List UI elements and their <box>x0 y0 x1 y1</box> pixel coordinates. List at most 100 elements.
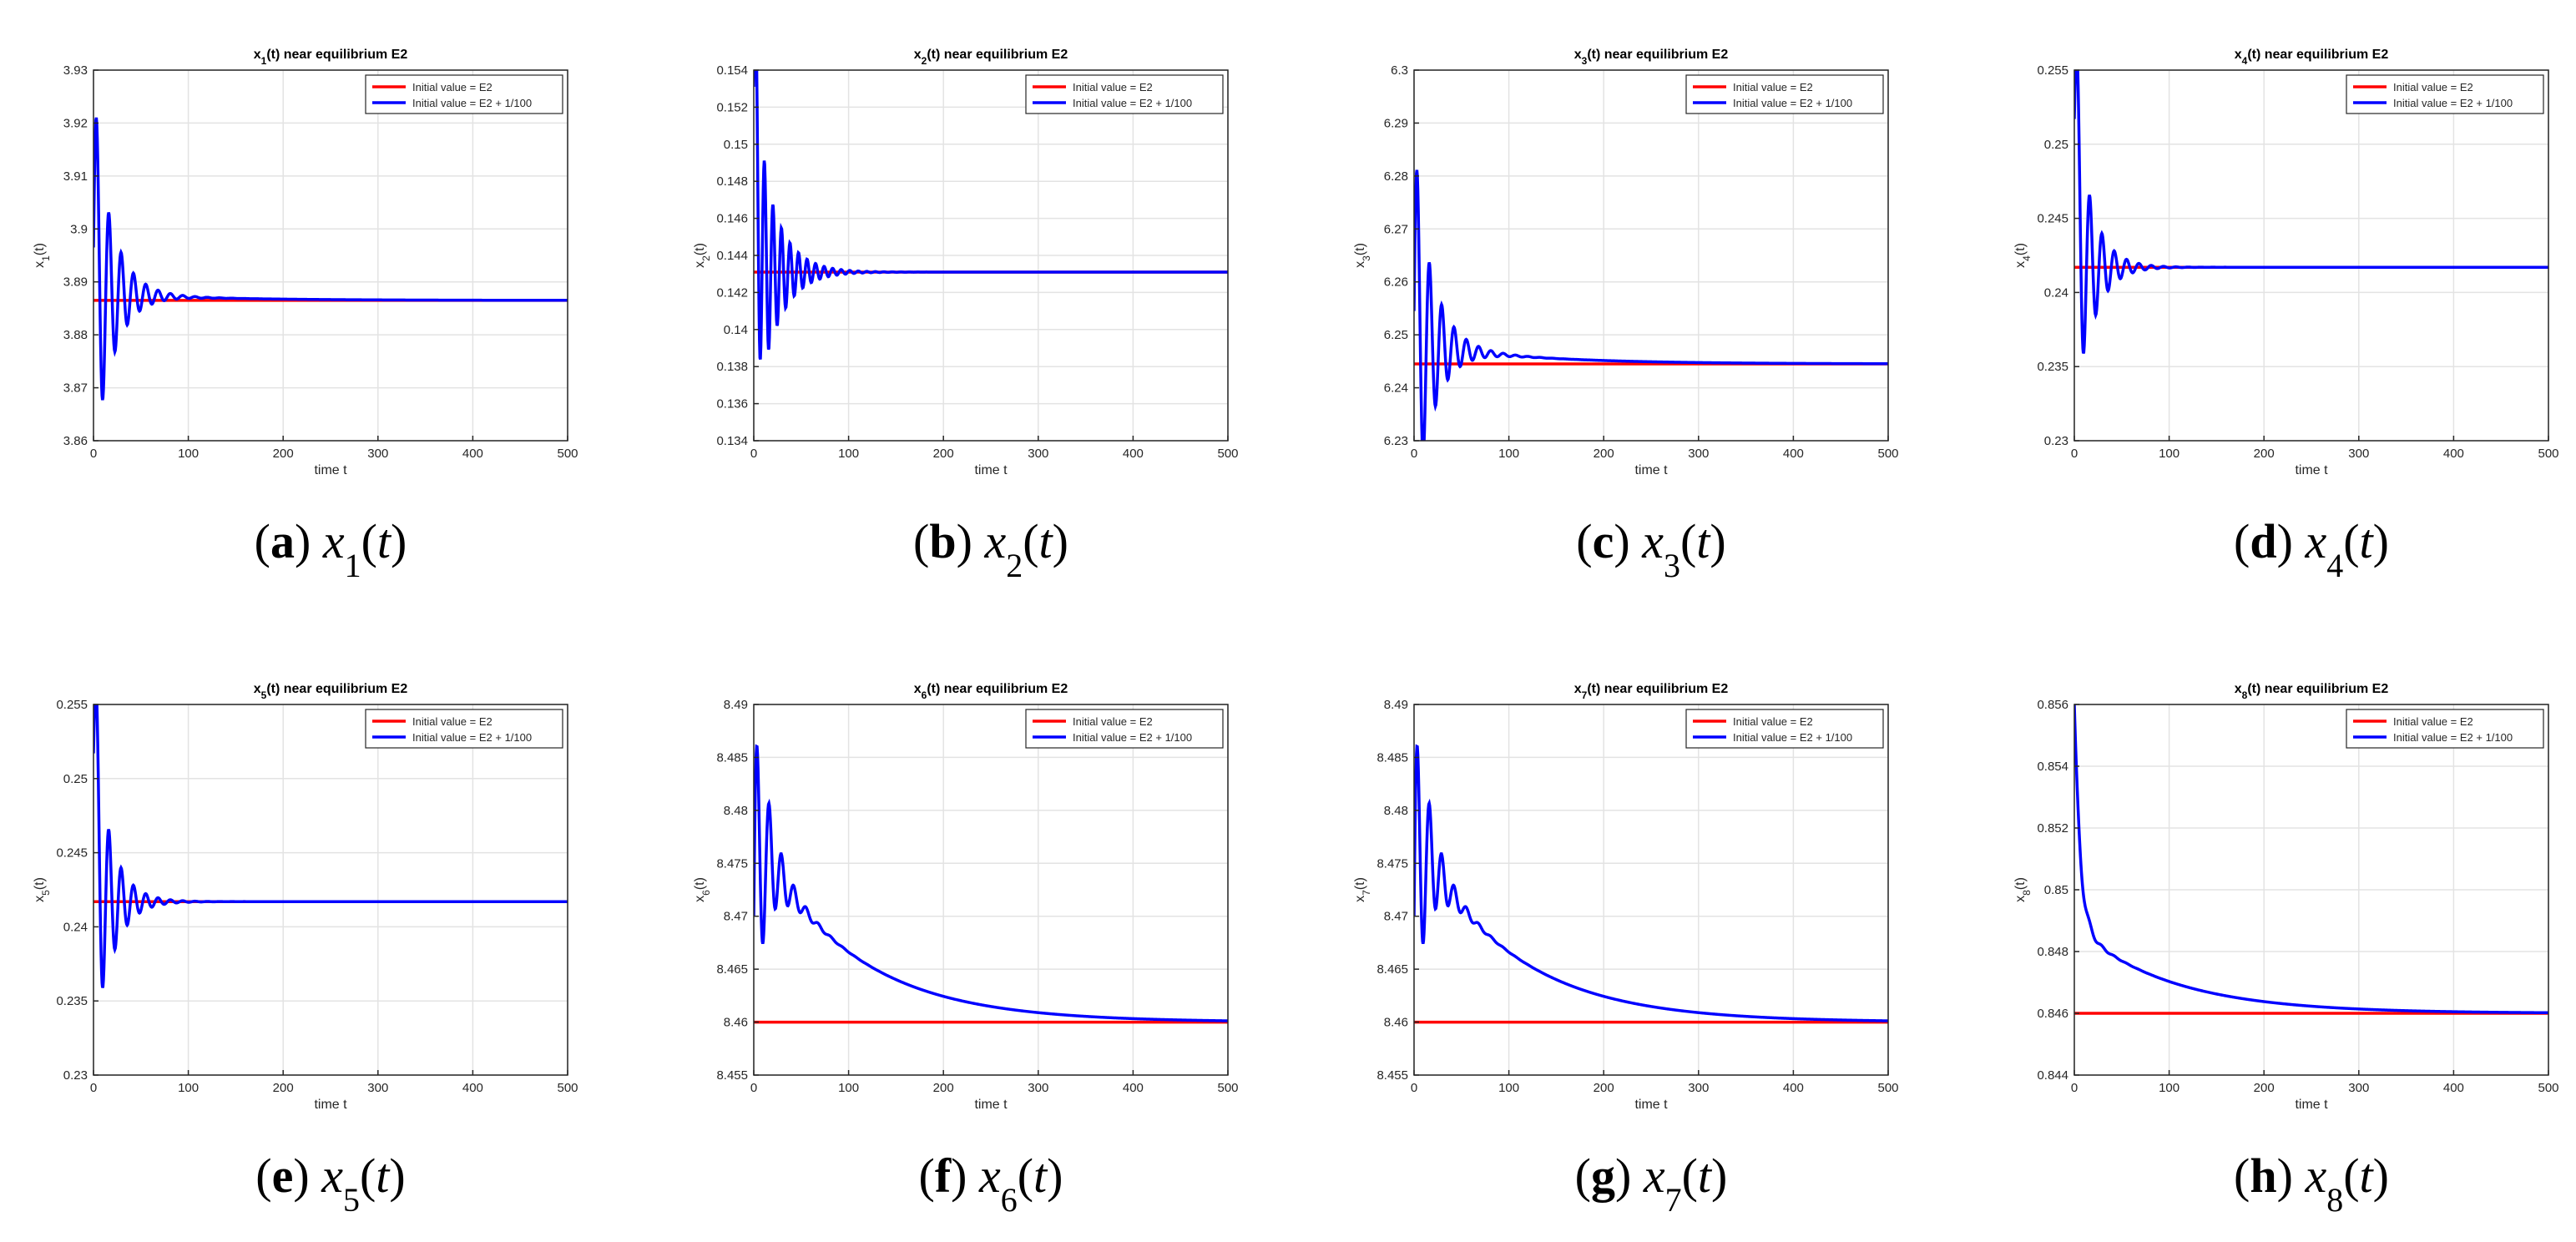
y-tick-label: 6.24 <box>1384 381 1408 396</box>
chart-title: x3(t) near equilibrium E2 <box>1574 48 1729 67</box>
y-tick-label: 0.154 <box>716 63 748 78</box>
legend: Initial value = E2 Initial value = E2 + 1… <box>2346 709 2544 749</box>
x-tick-label: 100 <box>178 1081 199 1095</box>
legend: Initial value = E2 Initial value = E2 + 1… <box>2346 74 2544 114</box>
x-axis-label: time t <box>974 1098 1008 1112</box>
y-tick-label: 8.485 <box>716 750 748 765</box>
plot-area <box>93 704 568 1075</box>
series-line-e2-perturbed <box>754 70 1228 361</box>
x-tick-label: 200 <box>273 447 294 461</box>
axes-box <box>93 704 568 1076</box>
subplot-d: 0 100 200 300 400 500 0.23 0.235 0.24 0.245 0.25 0.… <box>2013 48 2559 584</box>
axes-box <box>1413 704 1889 1076</box>
y-tick-label: 3.92 <box>63 116 88 130</box>
subfigure-caption: (e) x5(t) <box>255 1149 405 1219</box>
x-tick-label: 300 <box>2348 1081 2369 1095</box>
x-axis-label: time t <box>2295 1098 2328 1112</box>
y-tick-label: 8.47 <box>724 910 748 924</box>
y-tick-label: 0.854 <box>2037 760 2068 774</box>
x-tick-label: 500 <box>1217 1081 1238 1095</box>
y-tick-label: 0.255 <box>56 698 88 712</box>
legend-label: Initial value = E2 + 1/100 <box>1073 97 1192 109</box>
y-tick-label: 8.48 <box>1384 804 1408 818</box>
y-tick-label: 6.25 <box>1384 328 1408 342</box>
y-tick-label: 0.142 <box>716 285 748 300</box>
y-tick-label: 0.24 <box>63 920 88 934</box>
y-tick-label: 0.23 <box>63 1068 88 1083</box>
y-tick-label: 0.235 <box>2037 360 2068 374</box>
y-tick-label: 0.14 <box>724 323 748 337</box>
y-tick-label: 8.465 <box>716 962 748 977</box>
legend: Initial value = E2 Initial value = E2 + 1… <box>1025 74 1224 114</box>
x-axis-label: time t <box>974 463 1008 477</box>
y-tick-label: 0.235 <box>56 994 88 1008</box>
chart-title: x6(t) near equilibrium E2 <box>914 682 1068 701</box>
y-tick-label: 6.28 <box>1384 169 1408 184</box>
subplot-g: 0 100 200 300 400 500 8.455 8.46 8.465 8.47 8.475 8… <box>1353 682 1899 1219</box>
x-axis-label: time t <box>314 463 347 477</box>
legend-label: Initial value = E2 <box>1073 715 1153 728</box>
axes-box <box>753 704 1229 1076</box>
legend-label: Initial value = E2 + 1/100 <box>1733 731 1852 744</box>
y-tick-label: 8.485 <box>1376 750 1408 765</box>
y-tick-label: 0.245 <box>2037 212 2068 226</box>
y-tick-label: 8.475 <box>1376 856 1408 871</box>
x-tick-label: 300 <box>1028 1081 1048 1095</box>
x-tick-label: 300 <box>1688 447 1709 461</box>
x-tick-label: 200 <box>933 1081 954 1095</box>
legend-label: Initial value = E2 <box>2393 715 2473 728</box>
y-axis-label: x5(t) <box>33 877 52 902</box>
subfigure-caption: (a) x1(t) <box>255 514 407 584</box>
y-tick-label: 3.9 <box>70 222 88 236</box>
x-tick-label: 500 <box>1217 447 1238 461</box>
x-tick-label: 300 <box>1028 447 1048 461</box>
subfigure-caption: (g) x7(t) <box>1575 1149 1728 1219</box>
subplot-b: 0 100 200 300 400 500 0.134 0.136 0.138 0.14 0.142… <box>693 48 1239 584</box>
y-tick-label: 8.46 <box>1384 1016 1408 1030</box>
x-tick-label: 300 <box>1688 1081 1709 1095</box>
y-tick-label: 8.48 <box>724 804 748 818</box>
x-tick-label: 400 <box>2443 447 2464 461</box>
y-tick-label: 8.455 <box>716 1068 748 1083</box>
y-tick-label: 0.24 <box>2044 285 2068 300</box>
chart-title: x5(t) near equilibrium E2 <box>254 682 408 701</box>
legend-label: Initial value = E2 + 1/100 <box>1733 97 1852 109</box>
legend-box <box>2346 74 2544 114</box>
series-line-e2-perturbed <box>2074 704 2548 1015</box>
x-tick-label: 500 <box>557 1081 578 1095</box>
plot-area <box>2074 70 2548 441</box>
x-tick-label: 0 <box>90 447 97 461</box>
x-tick-label: 0 <box>750 1081 757 1095</box>
x-tick-label: 400 <box>1783 1081 1804 1095</box>
subplot-h: 0 100 200 300 400 500 0.844 0.846 0.848 0.85 0.852… <box>2013 682 2559 1219</box>
y-tick-label: 0.146 <box>716 212 748 226</box>
y-tick-label: 3.91 <box>63 169 88 184</box>
y-tick-label: 6.29 <box>1384 116 1408 130</box>
x-tick-label: 200 <box>1594 447 1614 461</box>
subplot-f: 0 100 200 300 400 500 8.455 8.46 8.465 8.47 8.475 8… <box>693 682 1239 1219</box>
subfigure-caption: (d) x4(t) <box>2234 514 2389 584</box>
y-tick-label: 0.134 <box>716 434 748 448</box>
chart-title: x8(t) near equilibrium E2 <box>2235 682 2389 701</box>
legend-box <box>1025 74 1224 114</box>
plot-area <box>93 70 568 441</box>
x-tick-label: 500 <box>1877 447 1898 461</box>
legend-box <box>365 74 563 114</box>
x-tick-label: 400 <box>1123 447 1144 461</box>
y-tick-label: 0.144 <box>716 249 748 263</box>
legend-label: Initial value = E2 + 1/100 <box>2393 97 2513 109</box>
legend-label: Initial value = E2 <box>1733 81 1813 93</box>
axes-box <box>1413 69 1889 442</box>
y-tick-label: 0.852 <box>2037 821 2068 836</box>
y-axis-label: x6(t) <box>693 877 712 902</box>
legend-label: Initial value = E2 + 1/100 <box>412 731 532 744</box>
x-tick-label: 200 <box>273 1081 294 1095</box>
x-axis-label: time t <box>1634 463 1668 477</box>
series-line-e2-perturbed <box>93 117 568 401</box>
y-axis-label: x3(t) <box>1353 243 1372 268</box>
legend: Initial value = E2 Initial value = E2 + 1… <box>365 709 563 749</box>
x-tick-label: 300 <box>367 447 388 461</box>
series-line-e2-perturbed <box>1414 744 1888 1022</box>
y-tick-label: 0.25 <box>63 772 88 786</box>
y-tick-label: 0.844 <box>2037 1068 2068 1083</box>
